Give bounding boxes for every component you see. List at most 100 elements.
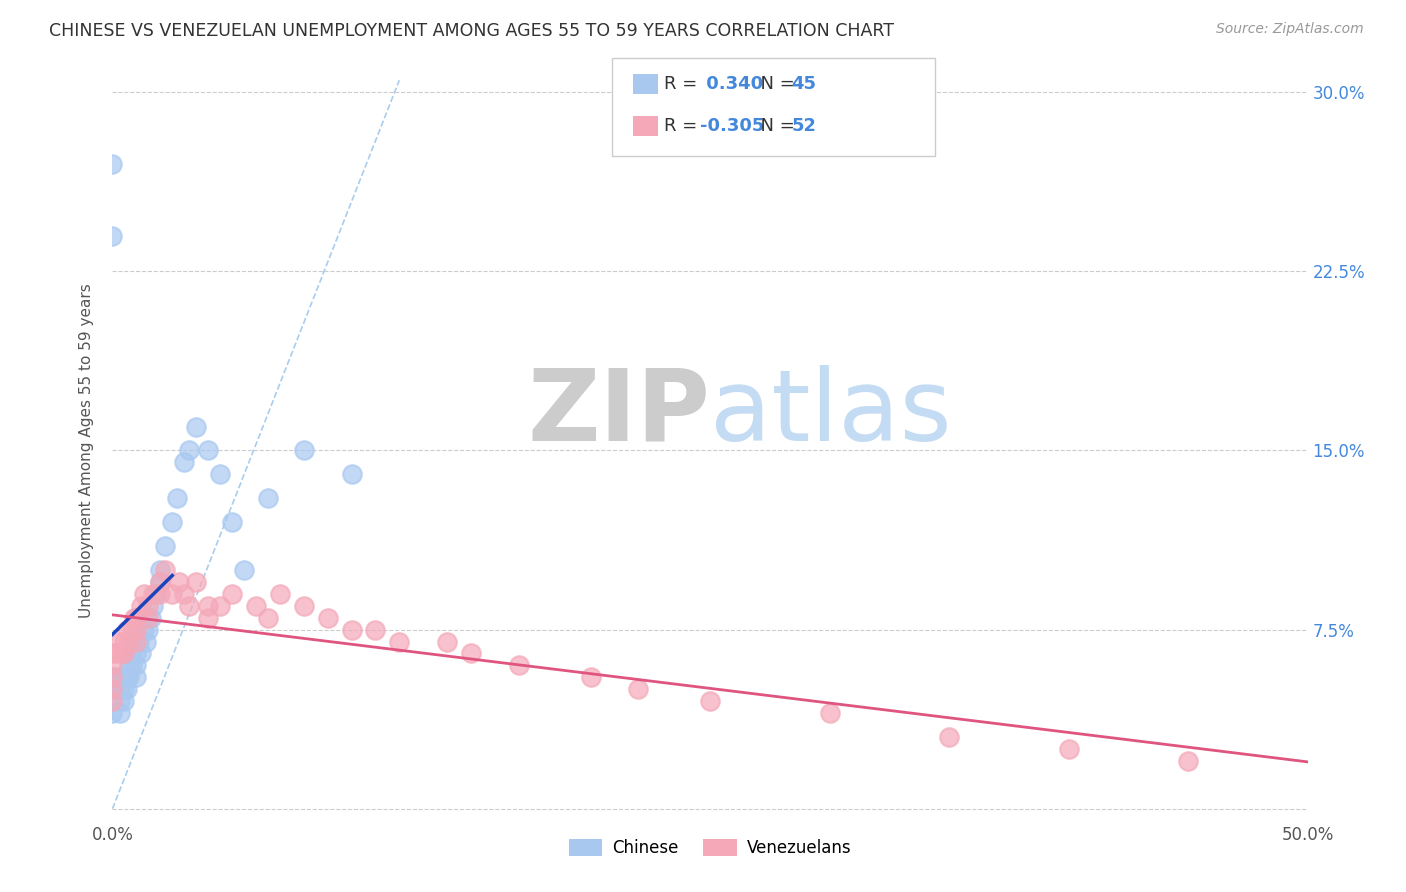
Point [114,634,135,648]
Point [101,670,124,684]
Point [149,563,172,577]
Point [101,157,124,171]
Point [818,706,841,721]
Point [128,634,150,648]
Point [129,599,152,613]
Point [316,610,339,624]
Point [460,647,482,661]
Point [177,443,200,458]
Point [149,574,172,589]
Point [105,670,128,684]
Point [125,670,148,684]
Point [111,670,134,684]
Point [132,623,155,637]
Point [197,599,219,613]
Point [177,599,200,613]
Point [125,634,148,648]
Point [153,563,176,577]
Point [627,682,650,697]
Point [166,491,188,506]
Point [138,623,160,637]
Point [111,647,134,661]
Point [173,455,195,469]
Point [221,587,243,601]
Point [114,682,135,697]
Point [699,694,721,708]
Text: N =: N = [749,117,801,135]
Point [153,539,176,553]
Text: N =: N = [749,75,801,93]
Point [149,574,172,589]
Point [108,706,131,721]
Point [209,599,232,613]
Point [292,443,315,458]
Point [101,682,124,697]
Text: -0.305: -0.305 [700,117,765,135]
Point [115,623,138,637]
Point [1057,742,1080,756]
Point [122,634,145,648]
Point [108,682,131,697]
Point [101,706,124,721]
Point [145,587,167,601]
Point [132,587,155,601]
Point [121,623,143,637]
Point [101,228,124,243]
Point [162,515,183,529]
Point [125,610,148,624]
Point [108,634,131,648]
Point [138,610,160,624]
Point [173,587,195,601]
Point [197,443,219,458]
Legend: Chinese, Venezuelans: Chinese, Venezuelans [562,832,858,864]
Text: 52: 52 [792,117,817,135]
Point [340,467,363,482]
Point [579,670,602,684]
Point [245,599,267,613]
Text: 0.340: 0.340 [700,75,763,93]
Point [135,634,157,648]
Point [938,730,960,744]
Point [101,694,124,708]
Point [125,623,148,637]
Text: CHINESE VS VENEZUELAN UNEMPLOYMENT AMONG AGES 55 TO 59 YEARS CORRELATION CHART: CHINESE VS VENEZUELAN UNEMPLOYMENT AMONG… [49,22,894,40]
Point [186,574,208,589]
Point [114,647,135,661]
Text: ZIP: ZIP [527,365,710,462]
Point [139,610,162,624]
Point [388,634,411,648]
Point [114,694,135,708]
Point [121,658,143,673]
Point [115,682,138,697]
Point [118,634,141,648]
Point [122,610,145,624]
Point [1177,754,1199,768]
Point [221,515,243,529]
Point [186,419,208,434]
Point [162,587,183,601]
Y-axis label: Unemployment Among Ages 55 to 59 years: Unemployment Among Ages 55 to 59 years [79,283,94,618]
Point [121,647,143,661]
Point [269,587,291,601]
Point [125,647,148,661]
Point [257,491,280,506]
Point [364,623,387,637]
Text: R =: R = [664,117,703,135]
Point [508,658,530,673]
Point [197,610,219,624]
Point [142,599,165,613]
Point [118,658,141,673]
Point [115,670,138,684]
Point [129,647,152,661]
Point [118,670,141,684]
Point [340,623,363,637]
Point [292,599,315,613]
Point [436,634,458,648]
Point [105,647,128,661]
Point [138,599,160,613]
Text: atlas: atlas [710,365,952,462]
Point [108,694,131,708]
Point [101,647,124,661]
Point [101,658,124,673]
Point [125,658,148,673]
